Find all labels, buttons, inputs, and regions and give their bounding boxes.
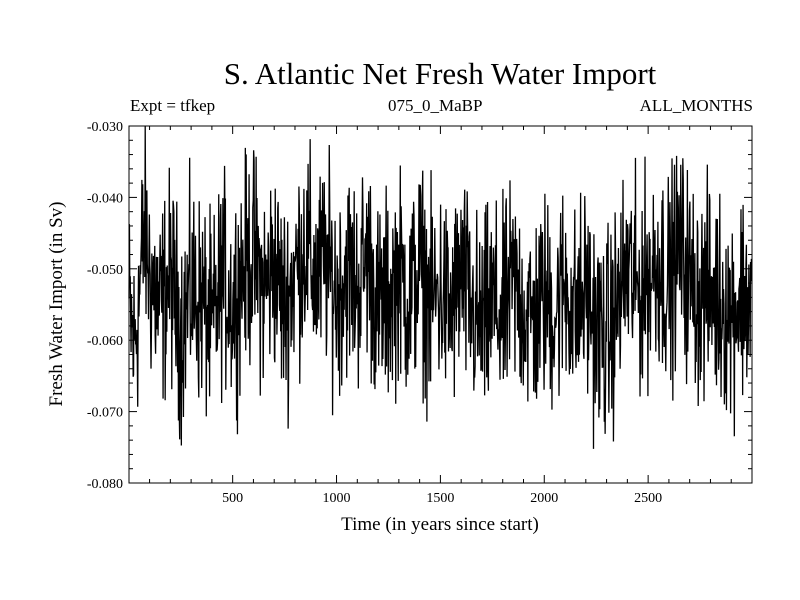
fresh-water-import-series: [128, 125, 753, 449]
run-id-label: 075_0_MaBP: [388, 96, 483, 115]
axis-ticks-group: 500 1000 1500 2000 2500 -0.080 -0.070 -0.060 -0.…: [87, 120, 752, 506]
x-tick-label: 500: [222, 491, 243, 506]
months-label: ALL_MONTHS: [639, 96, 753, 115]
y-tick-label: -0.070: [87, 406, 123, 421]
x-axis-label: Time (in years since start): [341, 514, 539, 535]
plot-frame: [128, 125, 753, 484]
y-tick-label: -0.040: [87, 191, 123, 206]
x-tick-label: 2000: [530, 491, 558, 506]
y-axis-label: Fresh Water Import (in Sv): [46, 202, 67, 407]
y-tick-label: -0.080: [87, 477, 123, 492]
y-tick-label: -0.060: [87, 334, 123, 349]
x-tick-label: 1500: [426, 491, 454, 506]
experiment-label: Expt = tfkep: [130, 96, 216, 115]
x-tick-label: 1000: [323, 491, 351, 506]
y-tick-label: -0.050: [87, 263, 123, 278]
y-tick-label: -0.030: [87, 120, 123, 135]
chart-title: S. Atlantic Net Fresh Water Import: [223, 56, 657, 91]
plot-series-group: [128, 125, 753, 449]
x-tick-label: 2500: [634, 491, 662, 506]
